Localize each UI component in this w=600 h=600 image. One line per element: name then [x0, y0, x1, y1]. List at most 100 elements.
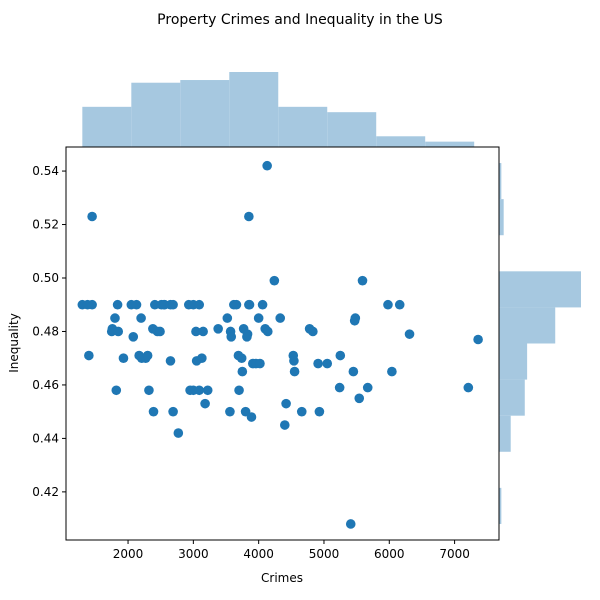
scatter-point — [110, 313, 120, 323]
scatter-point — [113, 326, 124, 337]
y-histogram-bar — [499, 379, 525, 416]
scatter-point — [281, 398, 291, 409]
scatter-point — [168, 406, 178, 417]
scatter-point — [354, 393, 365, 404]
x-tick-label: 4000 — [243, 547, 274, 561]
scatter-point — [313, 358, 323, 369]
x-histogram-bar — [229, 72, 279, 147]
scatter-point — [394, 299, 405, 310]
scatter-point — [136, 313, 146, 323]
scatter-point — [236, 353, 247, 364]
scatter-point — [155, 326, 165, 337]
y-tick-label: 0.46 — [32, 378, 59, 392]
scatter-point — [257, 299, 268, 310]
scatter-point — [289, 356, 299, 366]
scatter-point — [82, 299, 93, 310]
y-histogram-bar — [499, 343, 528, 380]
scatter-point — [202, 385, 213, 396]
scatter-point — [387, 366, 397, 377]
chart-title: Property Crimes and Inequality in the US — [157, 12, 443, 28]
y-histogram-bar — [499, 415, 511, 452]
x-tick-label: 5000 — [309, 547, 340, 561]
scatter-point — [173, 428, 184, 438]
scatter-points — [77, 160, 483, 529]
scatter-point — [275, 313, 286, 323]
y-histogram-bar — [499, 307, 556, 344]
x-tick-label: 7000 — [439, 547, 470, 561]
scatter-point — [237, 366, 248, 377]
y-tick-label: 0.54 — [32, 164, 59, 178]
scatter-point — [335, 350, 346, 361]
scatter-point — [148, 406, 159, 417]
scatter-point — [314, 406, 325, 417]
x-histogram-bar — [327, 112, 377, 147]
scatter-point — [200, 398, 210, 409]
scatter-point — [269, 275, 280, 286]
scatter-point — [225, 406, 235, 417]
scatter-point — [222, 313, 233, 323]
scatter-point — [296, 406, 307, 417]
scatter-point — [255, 358, 265, 369]
y-tick-label: 0.42 — [32, 485, 59, 499]
scatter-point — [242, 329, 253, 339]
scatter-point — [197, 353, 207, 364]
scatter-point — [165, 356, 176, 366]
y-tick-label: 0.48 — [32, 324, 59, 338]
y-axis-label: Inequality — [7, 313, 21, 373]
scatter-point — [362, 382, 373, 393]
scatter-point — [279, 420, 290, 430]
scatter-point — [142, 350, 153, 361]
top-marginal-histogram — [82, 72, 475, 147]
scatter-point — [322, 358, 333, 369]
scatter-point — [246, 412, 257, 422]
x-tick-label: 2000 — [113, 547, 144, 561]
scatter-point — [111, 385, 122, 396]
scatter-point — [308, 326, 318, 337]
scatter-point — [334, 382, 345, 393]
scatter-point — [253, 313, 264, 323]
x-histogram-bar — [278, 106, 328, 147]
y-tick-label: 0.50 — [32, 271, 59, 285]
scatter-point — [404, 329, 415, 339]
scatter-point — [168, 299, 178, 310]
scatter-point — [131, 299, 142, 310]
scatter-point — [244, 211, 254, 222]
scatter-point — [87, 211, 97, 222]
scatter-point — [348, 366, 359, 377]
scatter-point — [213, 323, 223, 334]
y-histogram-bar — [499, 487, 502, 524]
y-tick-label: 0.52 — [32, 218, 59, 232]
scatter-point — [463, 382, 474, 393]
scatter-point — [383, 299, 393, 310]
scatter-point — [263, 326, 273, 337]
x-axis-ticks: 2000 3000 4000 5000 6000 7000 — [113, 540, 470, 561]
scatter-point — [144, 385, 154, 396]
scatter-point — [118, 353, 129, 364]
scatter-point — [226, 332, 237, 342]
scatter-point — [128, 332, 139, 342]
scatter-point — [84, 350, 94, 361]
scatter-point — [244, 299, 255, 310]
x-histogram-bar — [131, 82, 181, 147]
scatter-point — [262, 160, 272, 171]
x-axis-label: Crimes — [261, 571, 303, 585]
scatter-point — [357, 275, 368, 286]
x-histogram-bar — [180, 80, 230, 147]
y-axis-ticks: 0.42 0.44 0.46 0.48 0.50 0.52 0.54 — [32, 164, 66, 499]
x-tick-label: 6000 — [374, 547, 405, 561]
scatter-point — [234, 385, 244, 396]
scatter-point — [191, 326, 201, 337]
scatter-point — [194, 299, 205, 310]
y-tick-label: 0.44 — [32, 431, 59, 445]
scatter-point — [289, 366, 300, 377]
scatter-point — [194, 385, 205, 396]
scatter-point — [350, 313, 361, 323]
right-marginal-histogram — [499, 163, 581, 524]
scatter-point — [112, 299, 123, 310]
scatter-point — [473, 334, 483, 345]
y-histogram-bar — [499, 163, 502, 200]
x-histogram-bar — [425, 141, 475, 147]
y-histogram-bar — [499, 199, 504, 236]
x-histogram-bar — [376, 136, 426, 147]
